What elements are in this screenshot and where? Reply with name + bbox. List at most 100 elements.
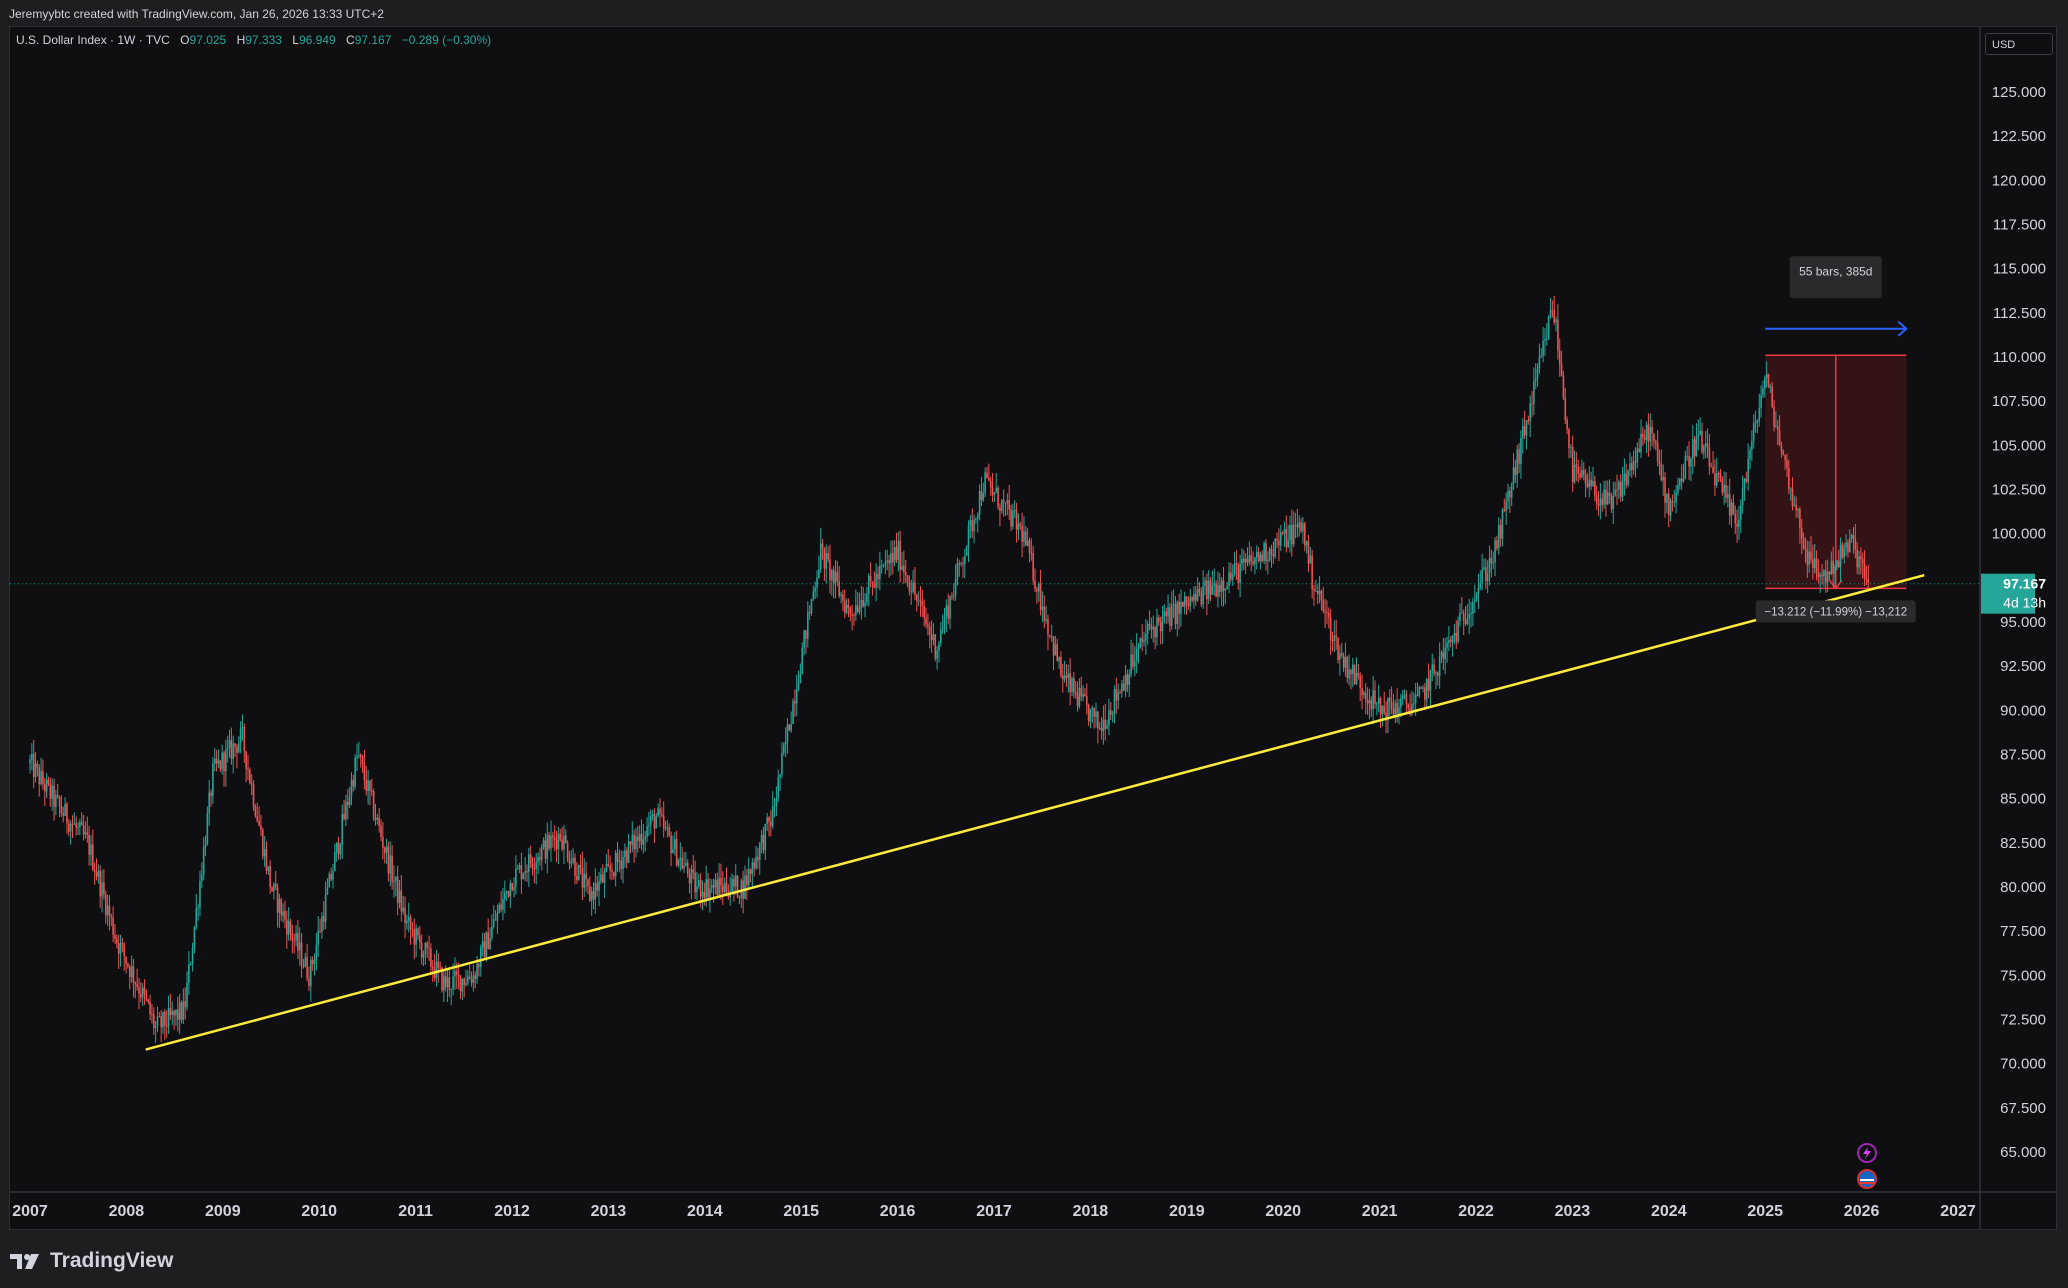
- candle-body: [496, 912, 499, 921]
- candle-body: [1065, 675, 1068, 678]
- candle-body: [223, 752, 225, 772]
- candle: [372, 788, 375, 822]
- candle: [1865, 565, 1868, 586]
- candle: [500, 891, 502, 913]
- candle: [812, 585, 815, 601]
- candle: [729, 877, 732, 906]
- candle: [1688, 441, 1690, 480]
- tradingview-branding[interactable]: TradingView: [10, 1246, 173, 1276]
- candle-body: [993, 492, 996, 495]
- candle: [1085, 683, 1088, 715]
- candle-body: [971, 520, 974, 532]
- us-flag-icon[interactable]: [1857, 1169, 1877, 1189]
- candle-body: [430, 948, 432, 967]
- candle-body: [624, 850, 626, 858]
- candle-body: [1320, 590, 1323, 601]
- candle-body: [529, 854, 532, 864]
- candle: [1322, 586, 1325, 614]
- candle: [1032, 545, 1034, 585]
- candle: [1570, 444, 1572, 458]
- candle-body: [843, 600, 846, 613]
- candle-body: [385, 846, 388, 853]
- candle-body: [823, 547, 826, 569]
- lightning-icon[interactable]: [1857, 1143, 1877, 1163]
- candle: [1821, 563, 1823, 585]
- candle-body: [1318, 590, 1321, 595]
- candle: [1673, 489, 1676, 508]
- candle-body: [367, 780, 369, 792]
- candle: [1161, 605, 1164, 645]
- candle-body: [801, 647, 804, 674]
- candle-body: [470, 979, 473, 983]
- candle-body: [1686, 455, 1689, 457]
- candle: [1793, 495, 1796, 507]
- candle-body: [988, 477, 990, 481]
- candle-body: [1361, 687, 1363, 695]
- time-tick-label: 2013: [591, 1203, 627, 1220]
- candle-body: [535, 862, 538, 869]
- candle: [901, 551, 903, 571]
- candle: [993, 492, 996, 502]
- candle: [43, 777, 46, 806]
- candle: [1499, 519, 1502, 547]
- candle: [93, 862, 96, 885]
- candle-body: [1226, 586, 1228, 590]
- candle-body: [613, 872, 615, 877]
- time-tick-label: 2012: [494, 1203, 530, 1220]
- candle-body: [463, 978, 465, 985]
- candle-body: [797, 683, 800, 690]
- candle: [1786, 453, 1788, 477]
- candle-body: [393, 881, 395, 883]
- candle-body: [1401, 695, 1404, 699]
- candle: [1488, 545, 1491, 586]
- candle: [1799, 506, 1801, 544]
- time-tick-label: 2010: [301, 1203, 337, 1220]
- symbol-name[interactable]: U.S. Dollar Index · 1W · TVC: [16, 33, 170, 47]
- candle-body: [1344, 657, 1347, 668]
- candle-body: [1327, 612, 1330, 618]
- candle-body: [1448, 639, 1450, 643]
- candle-body: [986, 472, 988, 478]
- candle-body: [1459, 612, 1461, 621]
- candle: [1675, 485, 1677, 514]
- symbol-legend[interactable]: U.S. Dollar Index · 1W · TVC O97.025 H97…: [16, 33, 491, 47]
- candle: [380, 819, 382, 842]
- candle: [727, 884, 730, 900]
- candle: [1836, 559, 1838, 571]
- price-tick-label: 65.000: [2000, 1144, 2046, 1161]
- price-tick-label: 90.000: [2000, 702, 2046, 719]
- candle: [1647, 413, 1650, 457]
- candle-body: [62, 813, 65, 816]
- candle-body: [1512, 467, 1515, 485]
- candle-body: [90, 844, 92, 855]
- candle-body: [498, 904, 501, 913]
- candle: [1352, 657, 1354, 688]
- candle: [1272, 541, 1275, 564]
- currency-selector[interactable]: USD: [1985, 33, 2053, 55]
- candle-body: [1826, 571, 1829, 583]
- candle: [365, 766, 368, 796]
- candle: [880, 559, 883, 574]
- candle-body: [359, 755, 362, 758]
- candle-body: [1521, 426, 1524, 439]
- candle-body: [247, 768, 249, 770]
- candle-body: [1372, 690, 1374, 710]
- candle-body: [1784, 454, 1786, 460]
- candle-body: [1085, 696, 1088, 706]
- candle: [782, 742, 785, 756]
- candle: [851, 604, 853, 631]
- candle-body: [114, 934, 116, 939]
- candle-body: [705, 879, 707, 899]
- candle-body: [895, 547, 898, 560]
- candle-body: [1597, 503, 1600, 506]
- candle-body: [1130, 654, 1132, 675]
- candle-body: [1089, 709, 1092, 722]
- candle: [773, 797, 776, 818]
- candle: [581, 851, 584, 901]
- candle: [1470, 601, 1472, 628]
- candle-body: [1241, 558, 1243, 565]
- candle-body: [803, 630, 805, 648]
- candle-body: [483, 941, 486, 958]
- candle: [1769, 383, 1772, 393]
